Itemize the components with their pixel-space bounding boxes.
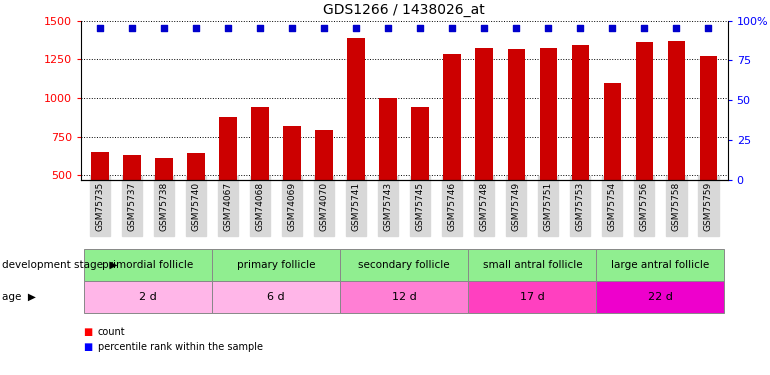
Text: 22 d: 22 d bbox=[648, 292, 673, 302]
Bar bbox=[540, 48, 557, 253]
Point bbox=[382, 26, 394, 32]
Point bbox=[478, 26, 490, 32]
Point bbox=[446, 26, 458, 32]
Text: primordial follicle: primordial follicle bbox=[102, 260, 194, 270]
Text: percentile rank within the sample: percentile rank within the sample bbox=[98, 342, 263, 352]
Point bbox=[350, 26, 363, 32]
Point bbox=[606, 26, 618, 32]
Text: count: count bbox=[98, 327, 126, 337]
Point bbox=[94, 26, 106, 32]
Bar bbox=[187, 153, 205, 253]
Bar bbox=[156, 158, 173, 253]
Text: development stage  ▶: development stage ▶ bbox=[2, 260, 117, 270]
Text: 6 d: 6 d bbox=[267, 292, 285, 302]
Bar bbox=[668, 41, 685, 253]
Text: ■: ■ bbox=[83, 327, 92, 337]
Point bbox=[190, 26, 203, 32]
Bar bbox=[604, 82, 621, 253]
Text: 12 d: 12 d bbox=[392, 292, 417, 302]
Point bbox=[414, 26, 427, 32]
Bar bbox=[219, 117, 237, 253]
Bar bbox=[283, 126, 301, 253]
Point bbox=[702, 26, 715, 32]
Bar bbox=[411, 107, 429, 253]
Text: secondary follicle: secondary follicle bbox=[359, 260, 450, 270]
Bar bbox=[380, 98, 397, 253]
Bar bbox=[347, 38, 365, 253]
Point bbox=[574, 26, 587, 32]
Point bbox=[158, 26, 170, 32]
Point bbox=[542, 26, 554, 32]
Bar bbox=[700, 56, 717, 253]
Text: small antral follicle: small antral follicle bbox=[483, 260, 582, 270]
Bar bbox=[316, 130, 333, 253]
Bar bbox=[92, 152, 109, 253]
Bar bbox=[635, 42, 653, 253]
Bar bbox=[507, 49, 525, 253]
Bar bbox=[251, 107, 269, 253]
Text: primary follicle: primary follicle bbox=[237, 260, 316, 270]
Point bbox=[286, 26, 298, 32]
Text: ■: ■ bbox=[83, 342, 92, 352]
Point bbox=[511, 26, 523, 32]
Point bbox=[318, 26, 330, 32]
Bar bbox=[571, 45, 589, 253]
Text: large antral follicle: large antral follicle bbox=[611, 260, 709, 270]
Text: 2 d: 2 d bbox=[139, 292, 157, 302]
Point bbox=[126, 26, 139, 32]
Point bbox=[254, 26, 266, 32]
Point bbox=[670, 26, 682, 32]
Bar bbox=[444, 54, 461, 253]
Bar bbox=[123, 155, 141, 253]
Bar bbox=[476, 48, 493, 253]
Title: GDS1266 / 1438026_at: GDS1266 / 1438026_at bbox=[323, 3, 485, 17]
Text: 17 d: 17 d bbox=[520, 292, 544, 302]
Point bbox=[222, 26, 234, 32]
Text: age  ▶: age ▶ bbox=[2, 292, 35, 302]
Point bbox=[638, 26, 651, 32]
